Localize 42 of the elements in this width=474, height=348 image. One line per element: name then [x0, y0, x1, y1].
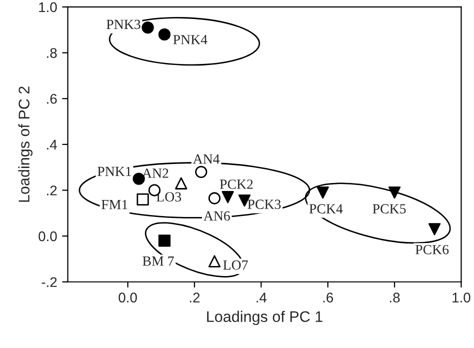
annotation: PCK5: [372, 204, 406, 214]
point: [158, 28, 171, 41]
y-tick-label: .4: [47, 140, 57, 150]
y-tick-label: 0.0: [38, 231, 57, 242]
y-axis-title: Loadings of PC 2: [18, 86, 33, 202]
y-tick-label: -.2: [42, 277, 57, 287]
x-axis-title: Loadings of PC 1: [207, 310, 322, 326]
point: [388, 186, 401, 199]
point: [222, 191, 234, 204]
point: [175, 177, 188, 190]
x-tick-label: 1.0: [452, 292, 470, 302]
y-tick-label: .8: [47, 48, 57, 58]
point: [208, 255, 221, 268]
point: [195, 166, 208, 178]
annotation: PNK4: [173, 35, 208, 44]
x-tick-label: .2: [190, 292, 200, 302]
x-tick-label: .4: [256, 292, 267, 302]
annotation: AN4: [192, 154, 220, 164]
y-tick-label: .2: [47, 186, 57, 196]
annotation: PCK6: [415, 244, 449, 254]
point: [428, 223, 441, 236]
annotation: PCK4: [309, 204, 343, 214]
x-tick-label: .8: [390, 292, 400, 302]
y-tick-label: 1.0: [39, 2, 57, 12]
y-tick-label: .6: [47, 94, 57, 104]
point: [136, 193, 149, 206]
x-tick-label: 0.0: [118, 292, 137, 302]
x-tick-label: .6: [323, 292, 334, 302]
annotation: PNK1: [98, 166, 132, 176]
annotation: BM 7: [142, 256, 174, 266]
annotation: PNK3: [106, 20, 140, 30]
annotation: PCK3: [248, 200, 281, 210]
point: [158, 234, 171, 247]
point: [142, 22, 154, 34]
annotation: FM1: [102, 200, 128, 210]
annotation: AN6: [204, 211, 230, 221]
annotation: PCK2: [220, 180, 253, 189]
annotation: AN2: [142, 168, 168, 178]
point: [316, 186, 329, 199]
point: [208, 192, 221, 204]
point: [132, 172, 145, 185]
annotation: LO7: [223, 260, 248, 270]
